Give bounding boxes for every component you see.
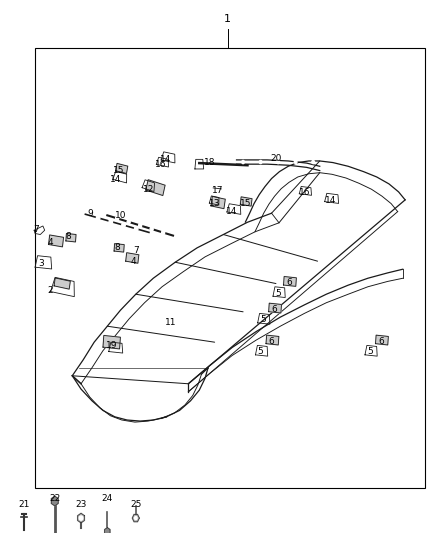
Text: 11: 11 (165, 318, 177, 327)
Text: 12: 12 (143, 185, 155, 193)
Text: 15: 15 (240, 199, 251, 208)
Text: 20: 20 (270, 155, 282, 163)
Text: 14: 14 (110, 175, 122, 183)
Circle shape (294, 160, 297, 164)
Polygon shape (240, 197, 252, 206)
Polygon shape (126, 253, 139, 263)
Circle shape (134, 516, 137, 520)
Polygon shape (375, 335, 389, 345)
Text: 14: 14 (325, 196, 336, 205)
Text: 8: 8 (65, 232, 71, 241)
Text: 7: 7 (33, 225, 39, 233)
Polygon shape (105, 528, 110, 533)
Polygon shape (283, 277, 297, 286)
Bar (35, 48, 425, 488)
Text: 4: 4 (131, 257, 136, 265)
Text: 23: 23 (75, 500, 87, 509)
Circle shape (109, 220, 113, 224)
Text: 24: 24 (102, 494, 113, 503)
Text: 16: 16 (299, 189, 310, 197)
Text: 4: 4 (48, 238, 53, 247)
Text: 6: 6 (286, 278, 292, 287)
Circle shape (122, 223, 125, 227)
Text: 8: 8 (114, 243, 120, 252)
Text: 14: 14 (160, 156, 171, 164)
Polygon shape (49, 235, 64, 247)
Text: 18: 18 (204, 158, 215, 167)
Circle shape (259, 160, 262, 164)
Text: 5: 5 (367, 348, 373, 356)
Polygon shape (103, 335, 120, 349)
Circle shape (138, 224, 141, 227)
Text: 19: 19 (106, 341, 117, 350)
Text: 15: 15 (113, 166, 124, 175)
Polygon shape (78, 513, 85, 523)
Text: 7: 7 (133, 246, 139, 255)
Text: 1: 1 (224, 14, 231, 24)
Polygon shape (54, 278, 71, 289)
Text: 6: 6 (378, 337, 384, 345)
Text: 3: 3 (39, 260, 45, 268)
Text: 14: 14 (226, 207, 238, 215)
Polygon shape (66, 233, 76, 242)
Polygon shape (268, 303, 282, 313)
Text: 13: 13 (209, 199, 220, 208)
Text: 6: 6 (268, 337, 275, 345)
Text: 22: 22 (49, 494, 60, 503)
Circle shape (96, 216, 100, 220)
Circle shape (127, 220, 130, 224)
Text: 17: 17 (212, 187, 224, 195)
Polygon shape (266, 335, 279, 345)
Text: 6: 6 (271, 305, 277, 313)
Text: 5: 5 (275, 289, 281, 297)
Text: 10: 10 (115, 211, 126, 220)
Circle shape (79, 516, 83, 520)
Text: 5: 5 (258, 348, 264, 356)
Circle shape (134, 227, 138, 231)
Polygon shape (116, 164, 128, 173)
Circle shape (312, 160, 314, 164)
Text: 5: 5 (260, 316, 266, 324)
Text: 9: 9 (87, 209, 93, 217)
Text: 2: 2 (48, 286, 53, 295)
Text: 21: 21 (18, 500, 30, 509)
Circle shape (162, 231, 165, 235)
Polygon shape (211, 197, 225, 208)
Polygon shape (51, 496, 58, 506)
Circle shape (242, 160, 244, 164)
Circle shape (277, 160, 279, 164)
Polygon shape (146, 180, 165, 196)
Polygon shape (114, 244, 124, 252)
Circle shape (150, 227, 153, 231)
Polygon shape (132, 514, 139, 522)
Circle shape (116, 216, 119, 220)
Text: 16: 16 (155, 160, 167, 168)
Text: 25: 25 (130, 500, 141, 509)
